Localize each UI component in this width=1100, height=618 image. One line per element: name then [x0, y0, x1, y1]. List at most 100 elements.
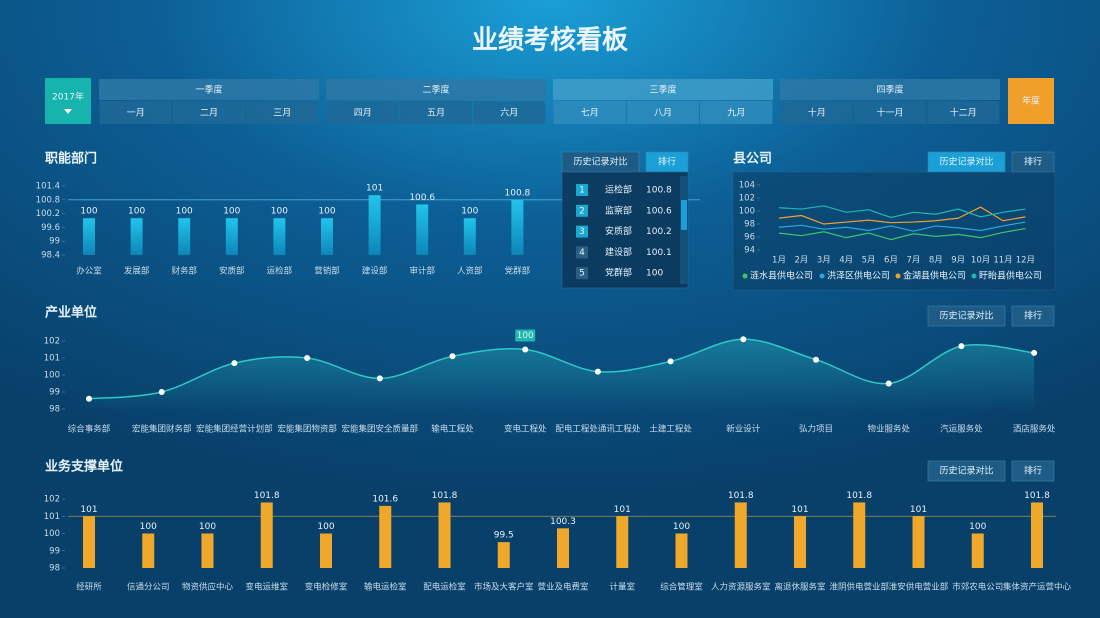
value-label: 100 — [318, 207, 335, 217]
tab-button[interactable] — [1011, 305, 1055, 327]
month-label: 五月 — [427, 108, 445, 119]
legend-marker — [819, 273, 825, 279]
month-button[interactable] — [326, 101, 399, 124]
tab-button[interactable] — [1011, 460, 1055, 482]
month-label: 八月 — [654, 108, 672, 119]
x-tick-label: 输电运检室 — [364, 582, 407, 593]
x-tick-label: 5月 — [862, 256, 876, 266]
value-label: 101.8 — [1024, 491, 1050, 501]
bar — [794, 516, 806, 568]
tab-label: 历史记录对比 — [939, 156, 993, 168]
value-label: 100 — [673, 522, 690, 532]
month-button[interactable] — [927, 101, 1000, 124]
y-tick-label: 100 — [44, 529, 60, 539]
bar — [225, 218, 238, 255]
bar — [497, 542, 510, 568]
annual-button[interactable] — [1008, 78, 1054, 124]
month-label: 六月 — [500, 107, 518, 119]
x-tick-label: 输电工程处 — [431, 424, 474, 435]
quarter-label: 三季度 — [649, 84, 676, 96]
x-tick-label: 变电运维室 — [245, 582, 288, 593]
series-line — [778, 205, 1026, 219]
bar — [273, 218, 286, 255]
x-tick-label: 人资部 — [457, 266, 483, 277]
tab-button[interactable] — [927, 460, 1006, 482]
page-title: 业绩考核看板 — [472, 25, 628, 56]
legend-label: 洪泽区供电公司 — [827, 270, 890, 282]
y-tick-label: 100.2 — [36, 209, 60, 219]
month-button[interactable] — [99, 101, 172, 124]
annual-label: 年度 — [1022, 95, 1040, 107]
tab-label: 排行 — [1024, 310, 1042, 322]
point — [449, 353, 456, 360]
section-title: 业务支撑单位 — [45, 459, 123, 475]
point — [522, 346, 529, 353]
month-label: 一月 — [127, 108, 145, 119]
month-button[interactable] — [626, 101, 700, 124]
y-tick-label: 99 — [49, 237, 60, 247]
bar — [1031, 502, 1043, 568]
x-tick-label: 宏能集团物资部 — [277, 424, 337, 435]
value-label: 100 — [317, 522, 334, 532]
month-button[interactable] — [399, 101, 473, 124]
value-label: 100.6 — [409, 193, 435, 203]
x-tick-label: 2月 — [794, 256, 808, 266]
value-label: 101 — [80, 505, 97, 515]
tab-button[interactable] — [927, 305, 1006, 327]
y-tick-label: 98 — [744, 220, 755, 230]
month-button[interactable] — [246, 101, 319, 124]
point — [376, 375, 383, 382]
y-tick-label: 100 — [44, 371, 60, 381]
month-button[interactable] — [700, 101, 773, 124]
scrollbar-thumb[interactable] — [681, 200, 687, 230]
month-button[interactable] — [780, 101, 853, 124]
y-tick-label: 98 — [49, 564, 60, 574]
x-tick-label: 淮阴供电营业部 — [829, 582, 889, 593]
x-tick-label: 宏能集团财务部 — [132, 424, 192, 435]
bar — [912, 516, 925, 568]
quarter-header[interactable] — [553, 79, 773, 100]
quarter-header[interactable] — [99, 79, 319, 100]
x-tick-label: 综合事务部 — [68, 424, 111, 435]
x-tick-label: 物业服务处 — [867, 424, 910, 435]
y-tick-label: 94 — [744, 246, 755, 256]
point — [86, 395, 92, 402]
rank-number: 4 — [579, 248, 585, 258]
bar — [557, 528, 569, 568]
bar — [368, 195, 381, 255]
y-tick-label: 99.6 — [41, 223, 60, 233]
tooltip-label: 100 — [517, 331, 534, 341]
x-tick-label: 1月 — [772, 256, 786, 266]
month-button[interactable] — [553, 101, 626, 124]
x-tick-label: 宏能集团安全质量部 — [342, 424, 419, 435]
quarter-label: 二季度 — [422, 84, 449, 96]
x-tick-label: 7月 — [906, 256, 920, 266]
y-tick-label: 100 — [739, 207, 755, 217]
x-tick-label: 物资供应中心 — [182, 582, 234, 593]
quarter-header[interactable] — [326, 79, 546, 100]
quarter-header[interactable] — [780, 79, 1000, 100]
x-tick-label: 6月 — [884, 256, 898, 266]
month-button[interactable] — [172, 101, 246, 124]
point — [667, 358, 674, 365]
bar — [379, 505, 392, 568]
rank-name: 建设部 — [605, 246, 632, 258]
x-tick-label: 宏能集团经营计划部 — [196, 424, 273, 435]
bar — [734, 502, 747, 568]
value-label: 100 — [969, 522, 986, 532]
x-tick-label: 4月 — [839, 256, 853, 266]
year-button[interactable] — [45, 78, 91, 124]
value-label: 101.8 — [728, 491, 754, 501]
bar — [260, 502, 273, 568]
value-label: 100.3 — [550, 517, 576, 527]
month-button[interactable] — [473, 101, 546, 124]
month-label: 七月 — [581, 108, 599, 119]
value-label: 100 — [271, 207, 288, 217]
quarter-label: 一季度 — [195, 84, 222, 96]
month-button[interactable] — [853, 101, 927, 124]
x-tick-label: 综合管理室 — [660, 582, 703, 593]
legend-marker — [742, 273, 748, 279]
bar — [416, 204, 429, 255]
x-tick-label: 办公室 — [76, 266, 102, 277]
